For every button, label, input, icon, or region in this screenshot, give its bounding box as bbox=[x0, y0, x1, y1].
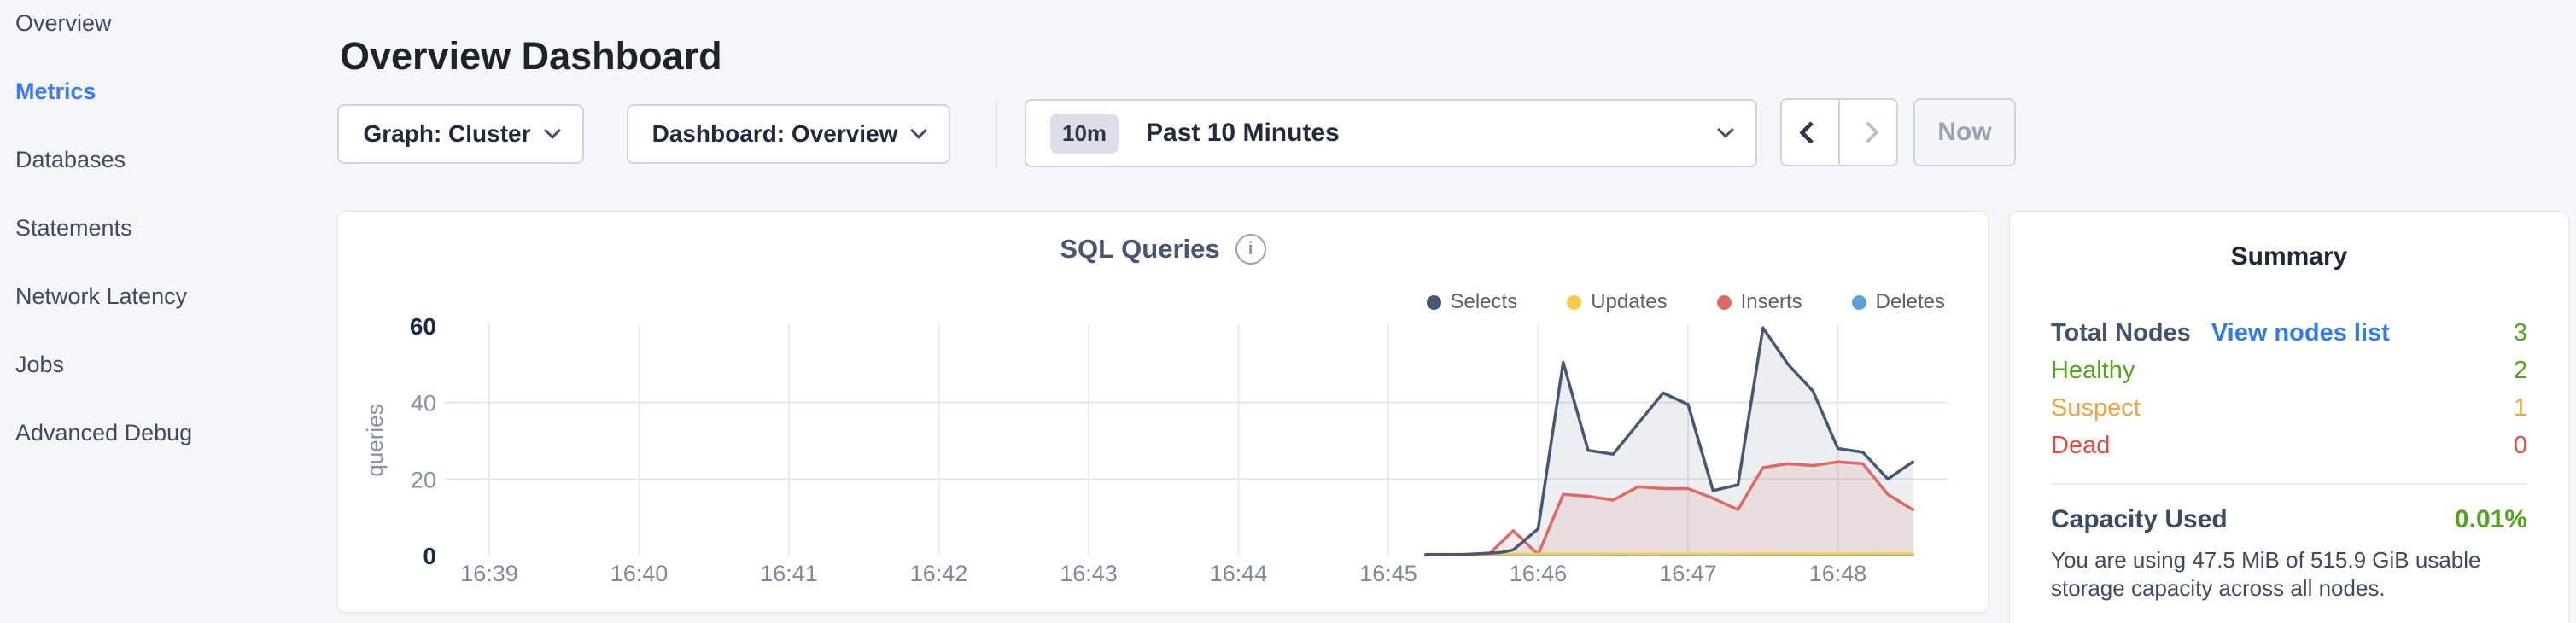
chart-legend: Selects Updates Inserts Deletes bbox=[1426, 290, 1945, 314]
svg-text:16:46: 16:46 bbox=[1510, 561, 1568, 586]
page-title: Overview Dashboard bbox=[340, 34, 722, 79]
svg-text:queries: queries bbox=[362, 404, 388, 476]
svg-text:16:41: 16:41 bbox=[760, 561, 818, 586]
chevron-down-icon bbox=[910, 122, 928, 139]
capacity-row: Capacity Used 0.01% bbox=[2051, 505, 2527, 534]
sidebar: Overview Metrics Databases Statements Ne… bbox=[0, 0, 335, 623]
svg-text:0: 0 bbox=[423, 543, 436, 569]
total-nodes-label: Total Nodes bbox=[2051, 318, 2191, 346]
svg-text:20: 20 bbox=[411, 467, 436, 492]
svg-text:16:48: 16:48 bbox=[1809, 561, 1867, 586]
summary-divider bbox=[2051, 483, 2527, 485]
chart-title-row: SQL Queries i bbox=[338, 234, 1988, 265]
chevron-down-icon bbox=[543, 122, 561, 139]
dead-row: Dead 0 bbox=[2051, 427, 2527, 464]
dead-label: Dead bbox=[2051, 431, 2111, 459]
legend-label: Selects bbox=[1450, 290, 1518, 313]
sidebar-item-statements[interactable]: Statements bbox=[15, 215, 132, 241]
time-range-label: Past 10 Minutes bbox=[1146, 119, 1340, 147]
prev-window-button[interactable] bbox=[1782, 100, 1838, 165]
chart-title: SQL Queries bbox=[1060, 234, 1220, 264]
chevron-right-icon bbox=[1857, 121, 1879, 143]
svg-text:16:43: 16:43 bbox=[1060, 561, 1118, 586]
capacity-caption: You are using 47.5 MiB of 515.9 GiB usab… bbox=[2051, 547, 2481, 601]
inserts-dot-icon bbox=[1716, 294, 1732, 310]
sidebar-item-metrics[interactable]: Metrics bbox=[15, 79, 96, 104]
healthy-row: Healthy 2 bbox=[2051, 352, 2527, 389]
sidebar-item-advanced-debug[interactable]: Advanced Debug bbox=[15, 420, 193, 445]
dashboard-label: Dashboard: Overview bbox=[651, 120, 898, 147]
chevron-left-icon bbox=[1798, 120, 1822, 144]
now-button[interactable]: Now bbox=[1913, 98, 2016, 166]
sidebar-item-jobs[interactable]: Jobs bbox=[15, 352, 65, 377]
legend-item-selects[interactable]: Selects bbox=[1426, 290, 1518, 314]
healthy-label: Healthy bbox=[2051, 356, 2135, 384]
legend-label: Inserts bbox=[1740, 290, 1802, 313]
legend-label: Updates bbox=[1591, 290, 1668, 313]
sidebar-item-databases[interactable]: Databases bbox=[15, 147, 126, 172]
summary-panel: Summary Total Nodes View nodes list 3 He… bbox=[2009, 211, 2569, 623]
svg-text:16:45: 16:45 bbox=[1359, 561, 1417, 586]
toolbar-divider bbox=[996, 101, 997, 167]
summary-rows: Total Nodes View nodes list 3 Healthy 2 … bbox=[2051, 314, 2527, 464]
capacity-value: 0.01% bbox=[2454, 505, 2527, 533]
suspect-label: Suspect bbox=[2051, 393, 2141, 422]
selects-dot-icon bbox=[1426, 294, 1441, 310]
summary-title: Summary bbox=[2230, 242, 2348, 271]
deletes-dot-icon bbox=[1851, 294, 1866, 310]
time-range-badge: 10m bbox=[1050, 113, 1119, 154]
sidebar-item-network-latency[interactable]: Network Latency bbox=[15, 283, 188, 309]
sidebar-item-overview[interactable]: Overview bbox=[15, 10, 112, 36]
next-window-button[interactable] bbox=[1838, 100, 1896, 165]
view-nodes-list-link[interactable]: View nodes list bbox=[2211, 318, 2390, 346]
sql-queries-chart-card: SQL Queries i Selects Updates Inserts De… bbox=[337, 211, 1989, 613]
time-range-dropdown[interactable]: 10m Past 10 Minutes bbox=[1025, 99, 1757, 167]
svg-text:16:39: 16:39 bbox=[460, 561, 518, 586]
legend-item-inserts[interactable]: Inserts bbox=[1716, 290, 1802, 314]
svg-text:40: 40 bbox=[411, 391, 436, 416]
dead-value: 0 bbox=[2513, 431, 2527, 459]
total-nodes-value: 3 bbox=[2513, 318, 2527, 346]
sql-queries-plot[interactable]: 16:39 16:40 16:41 16:42 16:43 16:44 16:45 16:46… bbox=[338, 212, 1989, 614]
info-icon[interactable]: i bbox=[1235, 234, 1266, 265]
suspect-row: Suspect 1 bbox=[2051, 389, 2527, 427]
svg-text:16:40: 16:40 bbox=[610, 561, 669, 586]
time-window-arrows bbox=[1780, 98, 1898, 166]
chevron-down-icon bbox=[1717, 121, 1734, 138]
updates-dot-icon bbox=[1567, 294, 1582, 310]
graph-scope-dropdown[interactable]: Graph: Cluster bbox=[337, 104, 584, 164]
capacity-label: Capacity Used bbox=[2051, 505, 2228, 533]
legend-label: Deletes bbox=[1875, 290, 1945, 313]
svg-text:16:44: 16:44 bbox=[1210, 561, 1268, 586]
graph-scope-label: Graph: Cluster bbox=[363, 120, 531, 147]
healthy-value: 2 bbox=[2513, 356, 2527, 384]
dashboard-dropdown[interactable]: Dashboard: Overview bbox=[627, 104, 950, 164]
svg-text:60: 60 bbox=[410, 313, 436, 340]
suspect-value: 1 bbox=[2513, 393, 2527, 422]
legend-item-deletes[interactable]: Deletes bbox=[1851, 290, 1945, 314]
total-nodes-row: Total Nodes View nodes list 3 bbox=[2051, 314, 2527, 352]
svg-text:16:47: 16:47 bbox=[1659, 561, 1717, 586]
svg-text:16:42: 16:42 bbox=[910, 561, 968, 586]
legend-item-updates[interactable]: Updates bbox=[1567, 290, 1668, 314]
